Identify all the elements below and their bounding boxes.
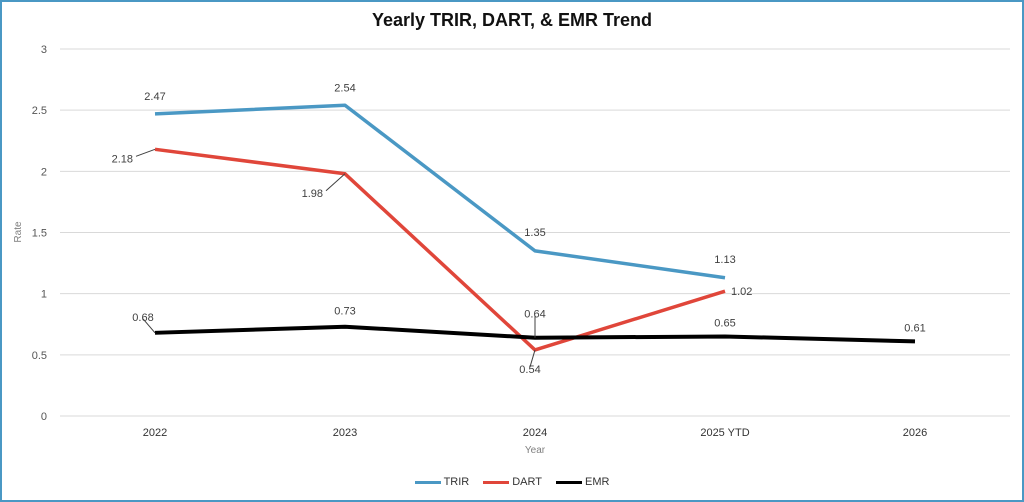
data-label: 0.65	[714, 317, 735, 329]
data-label: 1.98	[302, 188, 323, 200]
data-label: 2.54	[334, 82, 355, 94]
leader-line	[142, 318, 156, 334]
x-tick-label: 2024	[523, 427, 547, 439]
x-tick-label: 2025 YTD	[700, 427, 749, 439]
leader-line	[135, 148, 156, 157]
legend-label: TRIR	[443, 476, 470, 488]
y-tick-label: 2	[41, 166, 47, 178]
legend: TRIR DART EMR	[0, 476, 1024, 488]
y-tick-label: 2.5	[32, 105, 47, 117]
legend-item-trir: TRIR	[414, 476, 470, 488]
legend-item-emr: EMR	[555, 476, 610, 488]
y-tick-label: 0.5	[32, 350, 47, 362]
legend-swatch	[483, 480, 510, 484]
x-axis-title: Year	[525, 445, 546, 456]
y-tick-label: 1	[41, 289, 47, 301]
x-tick-label: 2023	[333, 427, 357, 439]
series-trir-line	[154, 103, 726, 280]
y-tick-label: 1.5	[32, 228, 47, 240]
data-label: 0.73	[334, 306, 355, 318]
data-label: 1.02	[731, 286, 752, 298]
x-tick-label: 2022	[143, 427, 167, 439]
y-tick-label: 3	[41, 44, 47, 56]
data-label: 0.54	[519, 364, 540, 376]
data-label: 0.68	[132, 312, 153, 324]
legend-swatch	[555, 480, 582, 484]
data-labels: 2.47 2.54 1.35 1.13 2.18 1.98 0.54 1.02 0.68 0.73…	[112, 82, 926, 376]
legend-label: EMR	[584, 476, 610, 488]
series-dart-line	[154, 147, 726, 352]
data-label: 0.64	[524, 309, 545, 321]
data-label: 1.13	[714, 254, 735, 266]
legend-swatch	[414, 480, 441, 484]
x-tick-label: 2026	[903, 427, 927, 439]
legend-item-dart: DART	[483, 476, 542, 488]
x-axis-ticks: 2022 2023 2024 2025 YTD 2026	[143, 427, 927, 439]
y-tick-label: 0	[41, 411, 47, 423]
data-label: 2.18	[112, 153, 133, 165]
y-axis-ticks: 0 0.5 1 1.5 2 2.5 3	[32, 44, 47, 423]
chart-title: Yearly TRIR, DART, & EMR Trend	[371, 10, 653, 30]
y-axis-title: Rate	[13, 221, 24, 243]
leader-line	[529, 349, 536, 368]
data-label: 1.35	[524, 227, 545, 239]
legend-label: DART	[512, 476, 542, 488]
data-label: 2.47	[144, 91, 165, 103]
leader-line	[325, 173, 346, 192]
data-label: 0.61	[904, 322, 925, 334]
